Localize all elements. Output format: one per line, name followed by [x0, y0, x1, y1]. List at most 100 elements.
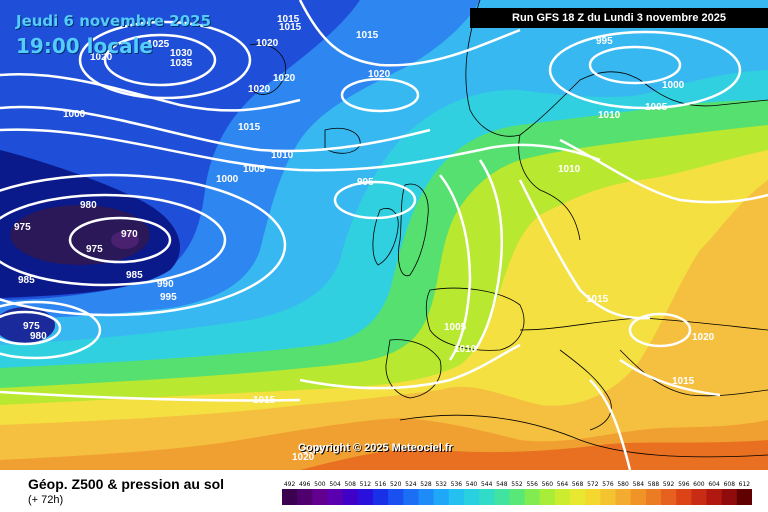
legend-color-swatch [539, 489, 556, 505]
legend-value-label: 508 [344, 481, 356, 488]
pressure-label: 1015 [238, 122, 261, 133]
legend-value-label: 608 [724, 481, 736, 488]
legend-value-label: 528 [420, 481, 432, 488]
legend-value-label: 584 [633, 481, 645, 488]
legend-value-label: 532 [435, 481, 447, 488]
pressure-label: 1020 [90, 52, 113, 63]
pressure-label: 1020 [692, 332, 715, 343]
legend-value-label: 592 [663, 481, 675, 488]
pressure-label: 980 [30, 331, 47, 342]
pressure-label: 1020 [256, 38, 279, 49]
legend-value-label: 612 [739, 481, 751, 488]
pressure-label: 1000 [63, 109, 86, 120]
legend-color-swatch [282, 489, 298, 505]
pressure-label: 1000 [662, 80, 685, 91]
legend-value-label: 564 [557, 481, 569, 488]
legend-color-swatch [479, 489, 495, 505]
legend-color-swatch [342, 489, 359, 505]
pressure-label: 1015 [279, 22, 302, 33]
legend-color-swatch [721, 489, 738, 505]
pressure-label: 990 [157, 279, 174, 290]
legend-value-label: 504 [329, 481, 341, 488]
pressure-label: 985 [126, 270, 143, 281]
legend-color-swatch [433, 489, 450, 505]
legend-color-swatch [388, 489, 404, 505]
legend-color-swatch [403, 489, 419, 505]
legend-color-swatch [463, 489, 480, 505]
pressure-label: 1030 [170, 48, 193, 59]
pressure-label: 970 [121, 229, 138, 240]
pressure-label: 1010 [271, 150, 294, 161]
forecast-local-time: 19:00 locale [16, 34, 153, 58]
legend-value-label: 548 [496, 481, 508, 488]
legend-value-label: 516 [375, 481, 387, 488]
legend-value-label: 596 [678, 481, 690, 488]
legend-color-swatch [297, 489, 313, 505]
legend-color-swatch [570, 489, 586, 505]
pressure-label: 1015 [586, 294, 609, 305]
pressure-label: 1005 [645, 102, 668, 113]
pressure-label: 1025 [147, 39, 170, 50]
pressure-label: 1015 [253, 395, 276, 406]
legend-value-label: 600 [693, 481, 705, 488]
forecast-date: Jeudi 6 novembre 2025 [16, 12, 212, 30]
legend-value-label: 544 [481, 481, 493, 488]
legend-value-label: 572 [587, 481, 599, 488]
legend-value-label: 560 [542, 481, 554, 488]
pressure-label: 1005 [243, 164, 266, 175]
pressure-label: 995 [160, 292, 177, 303]
pressure-label: 1020 [292, 452, 315, 463]
pressure-label: 1000 [216, 174, 239, 185]
pressure-label: 1035 [170, 58, 193, 69]
legend-value-label: 536 [451, 481, 463, 488]
pressure-label: 1015 [302, 445, 325, 456]
legend-color-swatch [312, 489, 328, 505]
legend-value-label: 576 [602, 481, 614, 488]
legend-color-swatch [691, 489, 708, 505]
legend-value-label: 588 [648, 481, 660, 488]
pressure-label: 1015 [356, 30, 379, 41]
legend-value-label: 512 [360, 481, 372, 488]
pressure-label: 1010 [454, 344, 477, 355]
legend-color-swatch [509, 489, 526, 505]
pressure-label: 985 [18, 275, 35, 286]
forecast-lead-time: (+ 72h) [28, 494, 64, 506]
legend-value-label: 492 [284, 481, 296, 488]
secondary-low-core [0, 307, 55, 343]
legend-color-swatch [418, 489, 435, 505]
isobars [0, 0, 768, 470]
legend-color-swatch [373, 489, 389, 505]
pressure-label: 1015 [277, 14, 300, 25]
legend-value-label: 496 [299, 481, 311, 488]
legend-value-label: 604 [708, 481, 720, 488]
model-run-info: Run GFS 18 Z du Lundi 3 novembre 2025 [470, 8, 768, 28]
pressure-label: 975 [86, 244, 103, 255]
legend-color-swatch [630, 489, 647, 505]
legend-color-swatch [645, 489, 662, 505]
pressure-labels: 1015 1015 1015 1025 1030 1035 1020 1020 … [14, 14, 715, 463]
legend-value-label: 580 [617, 481, 629, 488]
pressure-label: 1020 [368, 69, 391, 80]
copyright-notice: Copyright © 2025 Meteociel.fr [298, 442, 453, 454]
legend-value-label: 500 [314, 481, 326, 488]
pressure-label: 1020 [273, 73, 296, 84]
legend-color-swatch [494, 489, 510, 505]
legend-color-swatch [676, 489, 692, 505]
legend-color-swatch [554, 489, 571, 505]
pressure-label: 995 [596, 36, 613, 47]
legend-value-label: 524 [405, 481, 417, 488]
pressure-label: 1005 [444, 322, 467, 333]
pressure-label: 1010 [598, 110, 621, 121]
legend-color-swatch [661, 489, 677, 505]
pressure-label: 995 [357, 177, 374, 188]
pressure-label: 980 [80, 200, 97, 211]
pressure-label: 975 [23, 321, 40, 332]
pressure-label: 1010 [558, 164, 581, 175]
legend-value-label: 540 [466, 481, 478, 488]
legend-color-swatch [524, 489, 541, 505]
legend-color-swatch [357, 489, 374, 505]
legend-value-label: 556 [526, 481, 538, 488]
legend-color-swatch [706, 489, 723, 505]
low-pressure-center [111, 231, 139, 249]
